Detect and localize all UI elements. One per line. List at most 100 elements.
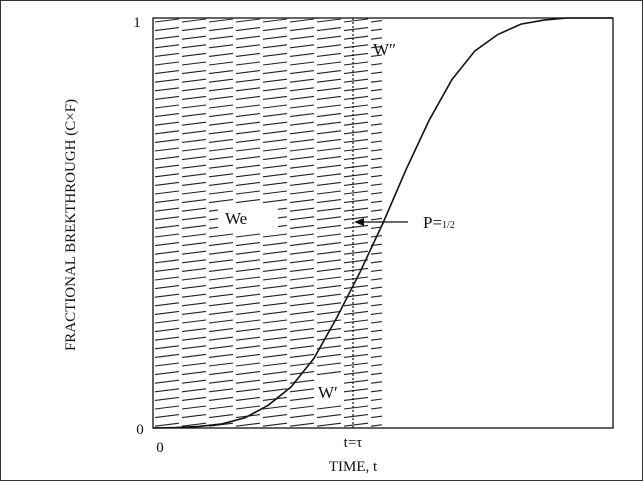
breakthrough-curve — [152, 17, 613, 429]
hatch-line — [154, 310, 180, 315]
hatch-line — [235, 371, 261, 376]
hatch-line — [181, 61, 207, 66]
hatch-line — [289, 147, 315, 152]
hatch-line — [316, 27, 342, 32]
hatch-line — [316, 233, 342, 238]
hatch-line — [343, 52, 369, 57]
hatch-line — [316, 138, 342, 143]
y-tick-1: 1 — [133, 15, 141, 31]
hatch-line — [316, 353, 342, 358]
hatch-line — [154, 164, 180, 169]
hatch-line — [262, 130, 288, 135]
hatch-line — [181, 353, 207, 358]
hatch-line — [235, 345, 261, 350]
hatch-line — [208, 336, 234, 341]
hatch-line — [235, 113, 261, 118]
hatch-line — [235, 18, 261, 23]
hatch-line — [316, 190, 342, 195]
hatch-line — [343, 87, 369, 92]
hatch-line — [343, 388, 369, 393]
hatch-line — [343, 302, 369, 307]
hatch-line — [262, 181, 288, 186]
hatch-line — [316, 121, 342, 126]
hatch-line — [370, 252, 383, 255]
hatch-line — [289, 233, 315, 238]
hatch-line — [289, 250, 315, 255]
hatch-line — [289, 18, 315, 23]
hatch-line — [343, 173, 369, 178]
hatch-line — [181, 242, 207, 247]
hatch-line — [262, 70, 288, 75]
hatch-line — [262, 61, 288, 66]
hatch-line — [262, 138, 288, 143]
hatch-line — [235, 35, 261, 40]
hatch-line — [370, 71, 383, 75]
hatch-line — [262, 95, 288, 100]
hatch-line — [154, 328, 180, 333]
hatch-line — [316, 216, 342, 221]
hatch-line — [235, 267, 261, 272]
hatch-line — [289, 35, 315, 40]
hatch-line — [181, 199, 207, 204]
hatch-line — [235, 242, 261, 247]
hatch-line — [262, 302, 288, 307]
hatch-line — [316, 156, 342, 161]
hatch-line — [343, 147, 369, 152]
hatch-line — [343, 95, 369, 100]
hatch-line — [208, 121, 234, 126]
hatch-line — [181, 138, 207, 143]
hatch-line — [154, 44, 180, 49]
hatch-line — [154, 138, 180, 143]
hatch-line — [343, 44, 369, 49]
hatch-line — [235, 147, 261, 152]
label-we: We — [225, 209, 247, 228]
hatch-line — [343, 414, 369, 419]
hatch-line — [208, 345, 234, 350]
hatch-line — [181, 78, 207, 83]
hatch-line — [316, 310, 342, 315]
hatch-line — [181, 44, 207, 49]
hatch-line — [235, 156, 261, 161]
hatch-line — [370, 166, 383, 169]
hatch-line — [181, 285, 207, 290]
hatch-line — [181, 18, 207, 23]
hatch-line — [262, 362, 288, 367]
hatch-line — [154, 224, 180, 229]
hatch-line — [235, 61, 261, 66]
hatch-line — [316, 130, 342, 135]
hatch-line — [181, 113, 207, 118]
hatch-line — [181, 267, 207, 272]
hatch-line — [316, 345, 342, 350]
hatch-line — [343, 78, 369, 83]
hatch-line — [289, 207, 315, 212]
hatch-line — [208, 388, 234, 393]
hatch-line — [289, 285, 315, 290]
hatch-line — [235, 52, 261, 57]
hatch-line — [316, 18, 342, 23]
hatch-line — [208, 70, 234, 75]
hatch-line — [235, 78, 261, 83]
hatch-line — [208, 293, 234, 298]
hatch-line — [343, 61, 369, 66]
hatch-line — [235, 396, 261, 401]
hatch-line — [154, 190, 180, 195]
p-half-arrowhead — [354, 218, 364, 226]
hatch-line — [262, 310, 288, 315]
hatch-line — [289, 259, 315, 264]
hatch-line — [343, 104, 369, 109]
hatch-line — [370, 45, 383, 49]
hatch-line — [316, 70, 342, 75]
label-w-prime-bg: W′ — [314, 378, 344, 404]
hatch-line — [370, 63, 383, 66]
hatch-line — [208, 302, 234, 307]
hatch-line — [343, 328, 369, 333]
hatch-line — [181, 216, 207, 221]
hatch-line — [289, 27, 315, 32]
hatch-line — [370, 123, 383, 126]
hatch-line — [181, 181, 207, 186]
hatch-line — [235, 422, 261, 427]
hatch-line — [262, 147, 288, 152]
hatch-line — [181, 233, 207, 238]
hatch-line — [262, 164, 288, 169]
hatch-line — [262, 328, 288, 333]
